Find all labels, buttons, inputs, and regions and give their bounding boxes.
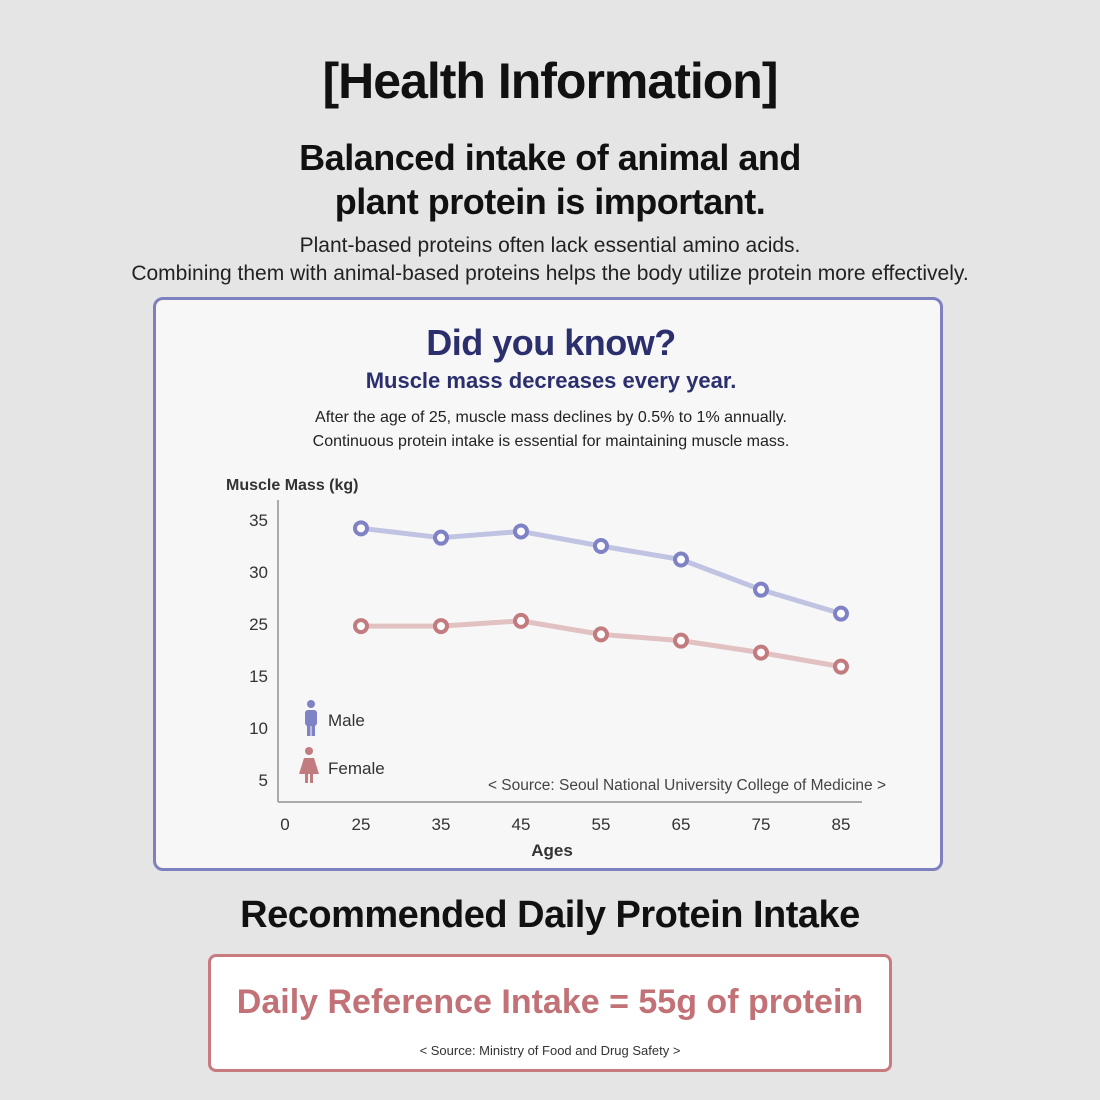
data-point-male xyxy=(833,605,849,622)
data-point-male xyxy=(753,581,769,598)
headline: Balanced intake of animal and plant prot… xyxy=(0,136,1100,224)
x-tick-label: 45 xyxy=(512,815,531,834)
data-point-female xyxy=(673,632,689,649)
legend-label-female: Female xyxy=(328,759,385,778)
x-tick-label: 85 xyxy=(832,815,851,834)
x-tick-label: 55 xyxy=(592,815,611,834)
y-tick-label: 25 xyxy=(249,615,268,634)
y-tick-label: 10 xyxy=(249,719,268,738)
data-point-female xyxy=(433,618,449,635)
male-person-icon xyxy=(305,700,317,736)
data-point-male xyxy=(513,523,529,540)
x-tick-label: 25 xyxy=(352,815,371,834)
card-title: Did you know? xyxy=(426,322,676,363)
x-tick-label: 65 xyxy=(672,815,691,834)
y-tick-label: 15 xyxy=(249,667,268,686)
legend-label-male: Male xyxy=(328,711,365,730)
intro-text: Plant-based proteins often lack essentia… xyxy=(0,232,1100,288)
intake-source: < Source: Ministry of Food and Drug Safe… xyxy=(419,1043,681,1058)
data-point-male xyxy=(673,551,689,568)
muscle-mass-chart: Muscle Mass (kg) Ages 5 10 15 25 30 35 0 25 35 45 55… xyxy=(226,477,886,860)
chart-source: < Source: Seoul National University Coll… xyxy=(488,777,886,794)
y-tick-label: 5 xyxy=(259,771,268,790)
headline-line-1: Balanced intake of animal and xyxy=(299,137,801,178)
y-tick-label: 35 xyxy=(249,511,268,530)
data-point-male xyxy=(593,538,609,554)
x-tick-label: 0 xyxy=(280,815,289,834)
intake-value-text: Daily Reference Intake = 55g of protein xyxy=(236,983,864,1021)
y-axis-title: Muscle Mass (kg) xyxy=(226,477,358,494)
info-card: Did you know? Muscle mass decreases ever… xyxy=(153,297,943,871)
data-point-female xyxy=(593,626,609,643)
data-point-male xyxy=(353,520,369,537)
female-person-icon xyxy=(299,747,319,783)
card-body-line-2: Continuous protein intake is essential f… xyxy=(312,433,790,450)
page-title: [Health Information] xyxy=(322,53,779,109)
card-body: After the age of 25, muscle mass decline… xyxy=(156,406,946,454)
card-subtitle: Muscle mass decreases every year. xyxy=(365,368,737,393)
x-axis-title: Ages xyxy=(531,841,573,860)
headline-line-2: plant protein is important. xyxy=(334,181,766,222)
intro-line-2: Combining them with animal-based protein… xyxy=(131,262,969,285)
intro-line-1: Plant-based proteins often lack essentia… xyxy=(299,234,801,257)
data-point-male xyxy=(433,529,449,546)
x-tick-label: 35 xyxy=(432,815,451,834)
data-point-female xyxy=(753,644,769,661)
data-point-female xyxy=(833,658,849,675)
daily-intake-heading: Recommended Daily Protein Intake xyxy=(240,894,860,936)
intake-box: Daily Reference Intake = 55g of protein … xyxy=(208,954,892,1072)
data-point-female xyxy=(353,618,369,635)
data-point-female xyxy=(513,612,529,629)
x-tick-label: 75 xyxy=(752,815,771,834)
y-tick-label: 30 xyxy=(249,563,268,582)
card-body-line-1: After the age of 25, muscle mass decline… xyxy=(315,409,787,426)
